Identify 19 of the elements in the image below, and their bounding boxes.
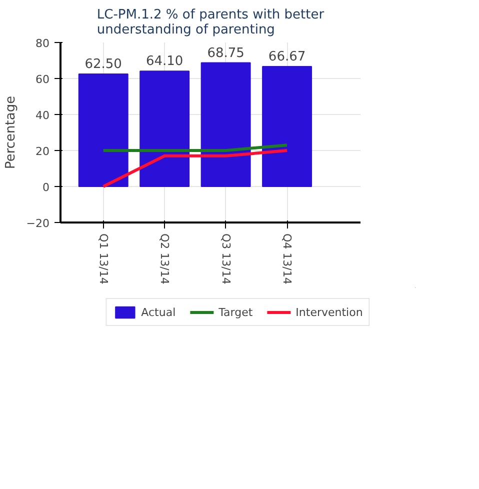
chart-title: LC-PM.1.2 % of parents with better understanding of parenting [96,8,325,38]
x-tick-label: Q1 13/14 [96,234,110,284]
data-label: 62.50 [84,57,122,72]
x-tick-label: Q4 13/14 [280,234,294,284]
y-tick-label: 0 [42,181,50,194]
y-axis-title: Percentage [3,96,18,170]
x-tick-label: Q2 13/14 [158,234,172,284]
y-tick-label: 60 [36,73,50,86]
data-label: 66.67 [268,49,306,64]
legend-label: Actual [141,306,176,318]
y-tick-label: 80 [36,37,50,50]
x-tick-label: Q3 13/14 [219,234,232,284]
y-tick-label: 20 [36,145,50,158]
y-tick-label: 40 [36,109,50,122]
legend-label: Intervention [296,306,363,318]
data-label: 64.10 [146,54,184,70]
data-label: 68.75 [207,46,244,61]
legend-label: Target [218,306,253,318]
y-tick-label: −20 [26,217,50,230]
